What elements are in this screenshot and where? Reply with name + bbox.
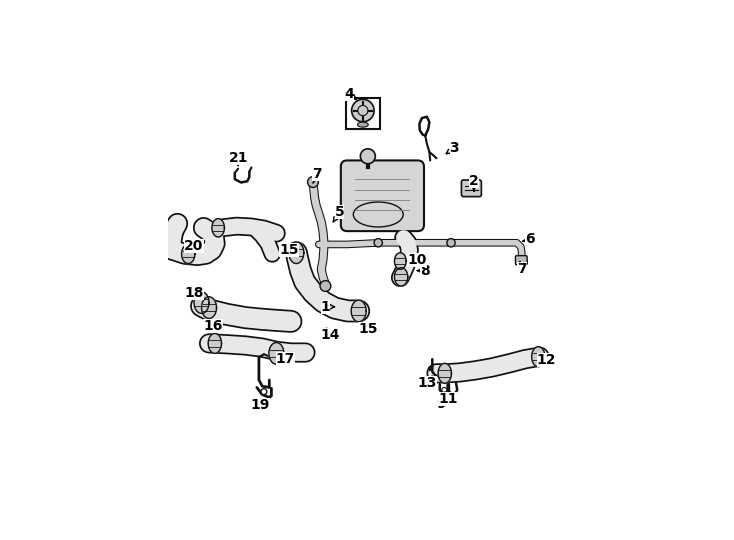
Circle shape (442, 388, 447, 393)
Text: 15: 15 (358, 322, 377, 336)
Text: 12: 12 (537, 353, 556, 367)
Text: 15: 15 (279, 243, 299, 257)
Text: 5: 5 (333, 205, 344, 222)
Polygon shape (394, 268, 408, 286)
Polygon shape (208, 333, 222, 353)
Circle shape (360, 149, 375, 164)
Ellipse shape (353, 202, 403, 227)
Text: 13: 13 (417, 376, 437, 390)
Text: 7: 7 (517, 261, 526, 275)
Polygon shape (438, 363, 451, 383)
Text: 19: 19 (251, 398, 270, 412)
Circle shape (352, 99, 374, 122)
Text: 9: 9 (437, 397, 446, 411)
Circle shape (374, 239, 382, 247)
Ellipse shape (357, 122, 368, 127)
Circle shape (357, 105, 368, 116)
Text: 18: 18 (184, 287, 204, 300)
Text: 16: 16 (203, 319, 223, 333)
FancyBboxPatch shape (341, 160, 424, 231)
Text: 6: 6 (523, 232, 535, 246)
Text: 21: 21 (228, 151, 248, 166)
Text: 7: 7 (313, 167, 322, 183)
Polygon shape (194, 292, 209, 313)
Text: 14: 14 (321, 328, 340, 342)
Text: 17: 17 (276, 352, 295, 366)
FancyBboxPatch shape (462, 180, 482, 197)
Text: 20: 20 (184, 239, 204, 253)
Text: 3: 3 (446, 141, 459, 155)
Polygon shape (531, 347, 545, 367)
Text: 10: 10 (407, 253, 426, 267)
Circle shape (516, 256, 527, 267)
Polygon shape (212, 219, 225, 237)
Text: 1: 1 (321, 300, 335, 314)
Polygon shape (202, 297, 217, 319)
Text: 4: 4 (344, 87, 357, 101)
Circle shape (447, 239, 455, 247)
Polygon shape (394, 253, 406, 269)
Text: 11: 11 (438, 392, 457, 406)
Circle shape (261, 389, 267, 395)
Polygon shape (352, 300, 366, 322)
Polygon shape (181, 245, 195, 264)
Text: 2: 2 (469, 174, 479, 191)
Bar (346, 98, 379, 129)
Polygon shape (289, 242, 304, 264)
Circle shape (308, 177, 319, 187)
Text: 8: 8 (417, 264, 430, 278)
Circle shape (320, 281, 331, 292)
Polygon shape (269, 342, 284, 364)
FancyBboxPatch shape (515, 255, 527, 265)
